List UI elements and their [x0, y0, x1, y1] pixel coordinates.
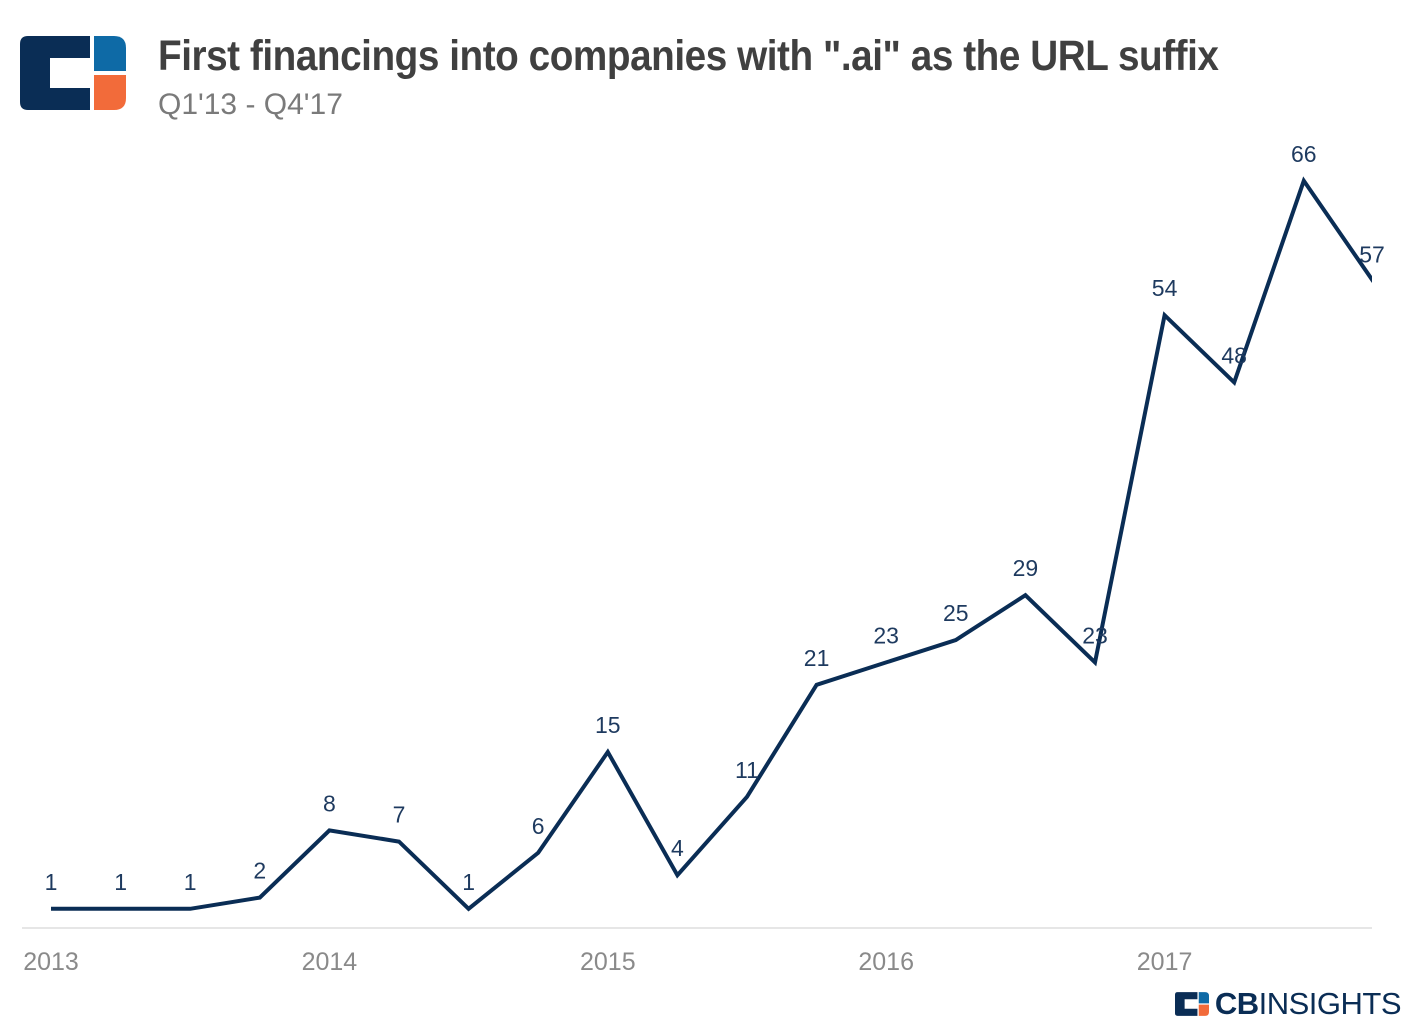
cb-insights-logo-icon [20, 36, 126, 110]
series-layer [51, 176, 1372, 912]
x-tick-label: 2015 [580, 948, 636, 976]
data-label: 48 [1221, 342, 1247, 368]
data-label: 11 [735, 757, 759, 783]
data-label: 23 [1082, 622, 1108, 648]
brand-name-bold: CB [1214, 986, 1259, 1021]
data-label: 29 [1013, 555, 1039, 581]
data-label: 23 [873, 622, 899, 648]
data-label: 66 [1291, 141, 1317, 167]
cb-insights-brand: CBINSIGHTS [1174, 986, 1402, 1022]
chart-subtitle: Q1'13 - Q4'17 [158, 88, 343, 121]
data-label: 1 [114, 869, 127, 895]
data-label: 7 [393, 802, 406, 828]
data-label: 6 [532, 813, 545, 839]
cb-insights-small-logo-icon [1174, 992, 1209, 1016]
data-label: 1 [462, 869, 475, 895]
data-label: 8 [323, 790, 336, 816]
data-label: 25 [943, 600, 969, 626]
data-label: 54 [1152, 275, 1178, 301]
data-label: 1 [184, 869, 197, 895]
data-label: 2 [253, 858, 266, 884]
x-tick-label: 2017 [1137, 948, 1193, 976]
x-tick-label: 2016 [858, 948, 914, 976]
brand-name: CBINSIGHTS [1214, 986, 1402, 1022]
data-label: 21 [804, 645, 830, 671]
chart-title: First financings into companies with ".a… [158, 32, 1219, 80]
data-label: 4 [671, 835, 684, 861]
data-label: 15 [595, 712, 621, 738]
data-label: 57 [1359, 242, 1385, 268]
x-tick-layer: 2013 2014 2015 2016 2017 [23, 948, 1192, 976]
x-tick-label: 2014 [302, 948, 358, 976]
series-line [51, 176, 1372, 912]
x-tick-label: 2013 [23, 948, 79, 976]
brand-name-regular: INSIGHTS [1258, 986, 1402, 1021]
data-label: 1 [45, 869, 58, 895]
